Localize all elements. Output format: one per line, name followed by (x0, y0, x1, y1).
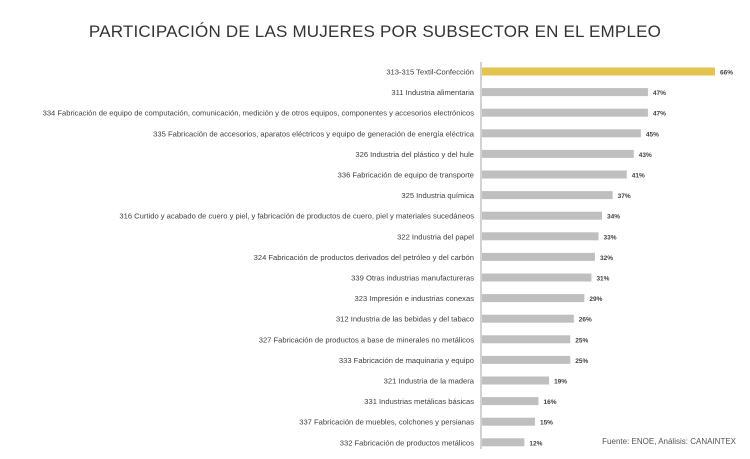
bar (482, 191, 613, 200)
value-label: 25% (575, 337, 588, 344)
value-label: 16% (543, 399, 556, 406)
value-label: 47% (653, 90, 666, 97)
value-label: 37% (618, 193, 631, 200)
category-label: 339 Otras industrias manufactureras (351, 274, 474, 283)
value-label: 26% (579, 317, 592, 324)
bar (482, 170, 627, 179)
value-label: 15% (540, 420, 553, 427)
value-label: 12% (529, 440, 542, 447)
value-label: 34% (607, 214, 620, 221)
bar (482, 108, 648, 117)
category-label: 322 Industria del papel (397, 232, 474, 241)
bar (482, 314, 574, 323)
category-label: 327 Fabricación de productos a base de m… (259, 335, 474, 344)
value-label: 43% (639, 152, 652, 159)
bar (482, 294, 585, 303)
bar (482, 397, 539, 406)
category-label: 313-315 Textil-Confección (386, 68, 474, 77)
value-label: 19% (554, 379, 567, 386)
bar (482, 376, 550, 385)
category-label: 332 Fabricación de productos metálicos (340, 438, 474, 447)
source-note: Fuente: ENOE, Análisis: CANAINTEX (602, 437, 736, 446)
bar (482, 67, 715, 76)
category-label: 323 Impresión e industrias conexas (355, 294, 475, 303)
bar (482, 355, 571, 364)
value-label: 41% (632, 173, 645, 180)
value-label: 25% (575, 358, 588, 365)
value-label: 32% (600, 255, 613, 262)
bar (482, 273, 592, 282)
chart-title: PARTICIPACIÓN DE LAS MUJERES POR SUBSECT… (88, 22, 662, 41)
bar (482, 88, 648, 97)
category-label: 316 Curtido y acabado de cuero y piel, y… (119, 212, 474, 221)
bar (482, 438, 525, 447)
value-label: 29% (589, 296, 602, 303)
category-label: 334 Fabricación de equipo de computación… (43, 109, 475, 118)
category-label: 335 Fabricación de accesorios, aparatos … (153, 129, 475, 138)
category-label: 321 Industria de la madera (384, 377, 475, 386)
category-label: 331 Industrias metálicas básicas (364, 397, 474, 406)
category-label: 336 Fabricación de equipo de transporte (338, 171, 474, 180)
category-label: 324 Fabricación de productos derivados d… (254, 253, 474, 262)
value-label: 66% (720, 70, 733, 77)
category-label: 333 Fabricación de maquinaria y equipo (339, 356, 474, 365)
bar (482, 149, 634, 158)
value-label: 31% (596, 276, 609, 283)
bar (482, 335, 571, 344)
category-label: 337 Fabricación de muebles, colchones y … (299, 418, 474, 427)
bar (482, 232, 599, 241)
bar (482, 129, 641, 138)
category-label: 312 Industria de las bebidas y del tabac… (336, 315, 474, 324)
category-label: 311 Industria alimentaria (391, 88, 474, 97)
bar (482, 417, 535, 426)
value-label: 33% (604, 234, 617, 241)
bar (482, 252, 595, 261)
value-label: 47% (653, 111, 666, 118)
bar (482, 211, 603, 220)
value-label: 45% (646, 131, 659, 138)
category-label: 325 Industria química (401, 191, 474, 200)
category-label: 326 Industria del plástico y del hule (355, 150, 474, 159)
